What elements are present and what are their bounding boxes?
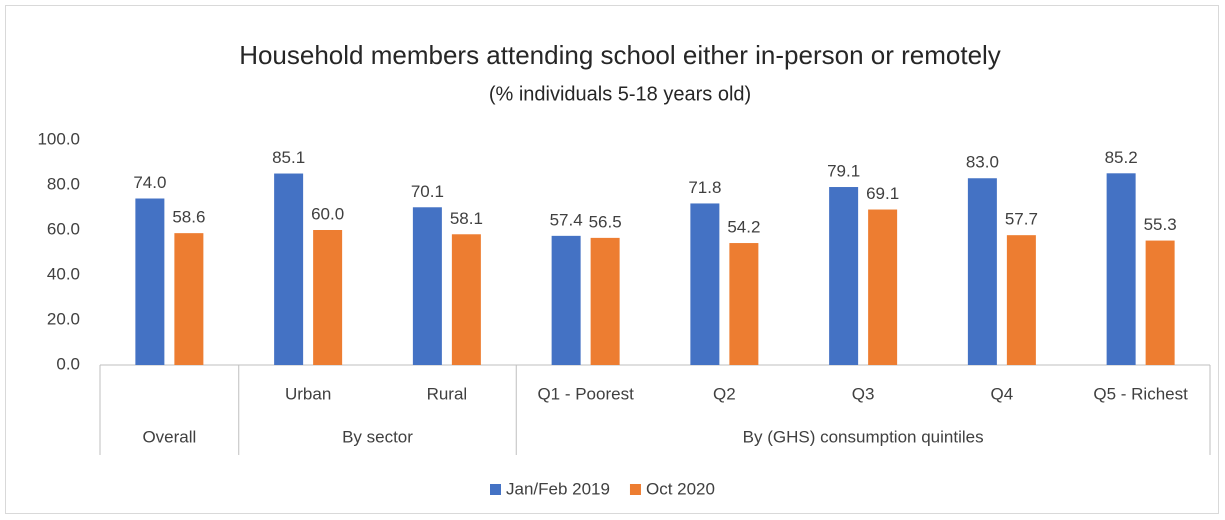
bar	[135, 198, 165, 365]
value-label: 79.1	[827, 162, 860, 181]
y-tick-label: 0.0	[56, 354, 80, 373]
bar	[729, 243, 759, 365]
value-label: 55.3	[1144, 215, 1177, 234]
legend-swatch	[629, 484, 641, 495]
bar	[1006, 235, 1036, 365]
legend-label: Jan/Feb 2019	[506, 479, 610, 498]
value-label: 74.0	[133, 173, 166, 192]
value-label: 70.1	[411, 182, 444, 201]
value-label: 85.2	[1105, 148, 1138, 167]
x-tick-label: Rural	[427, 384, 468, 403]
chart-title: Household members attending school eithe…	[239, 40, 1001, 70]
x-tick-label: Q2	[713, 384, 736, 403]
value-label: 60.0	[311, 204, 344, 223]
bar	[967, 178, 997, 365]
bar	[690, 203, 720, 365]
value-label: 56.5	[589, 212, 622, 231]
x-tick-label: Q5 - Richest	[1093, 384, 1188, 403]
value-label: 57.4	[550, 210, 583, 229]
bar	[274, 173, 304, 365]
x-tick-label: Q3	[852, 384, 875, 403]
x-tick-label: Urban	[285, 384, 331, 403]
group-label: Overall	[142, 427, 196, 446]
value-label: 85.1	[272, 148, 305, 167]
x-tick-label: Q1 - Poorest	[537, 384, 634, 403]
value-label: 57.7	[1005, 210, 1038, 229]
bar	[412, 207, 442, 365]
bar	[174, 233, 204, 365]
bar	[1145, 240, 1175, 365]
chart-subtitle: (% individuals 5-18 years old)	[489, 83, 751, 105]
value-label: 54.2	[727, 218, 760, 237]
legend-swatch	[490, 484, 501, 495]
bar	[1106, 173, 1136, 365]
x-tick-label: Q4	[991, 384, 1014, 403]
y-tick-label: 60.0	[47, 219, 80, 238]
value-label: 58.1	[450, 209, 483, 228]
y-tick-label: 80.0	[47, 174, 80, 193]
bar	[451, 234, 481, 365]
y-tick-label: 100.0	[37, 129, 80, 148]
bar	[829, 187, 859, 365]
legend-label: Oct 2020	[646, 479, 715, 498]
bar	[551, 235, 581, 365]
group-label: By sector	[342, 427, 413, 446]
value-label: 58.6	[172, 208, 205, 227]
y-tick-label: 20.0	[47, 309, 80, 328]
bar	[590, 237, 620, 365]
bar	[868, 209, 898, 365]
value-label: 83.0	[966, 153, 999, 172]
bar	[313, 230, 343, 365]
y-tick-label: 40.0	[47, 264, 80, 283]
group-label: By (GHS) consumption quintiles	[743, 427, 984, 446]
value-label: 69.1	[866, 184, 899, 203]
value-label: 71.8	[688, 178, 721, 197]
